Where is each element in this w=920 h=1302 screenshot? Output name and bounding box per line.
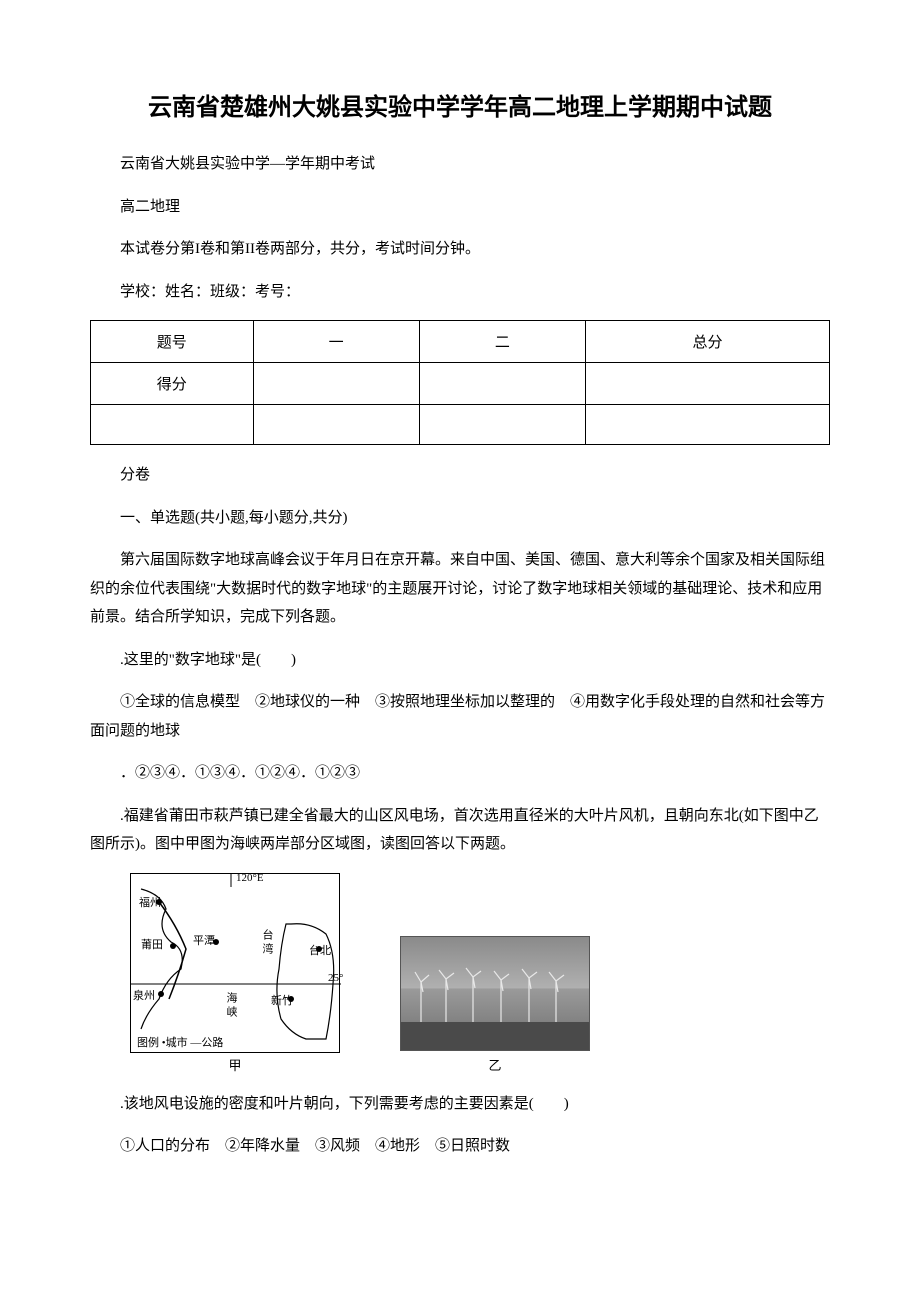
table-header-cell: 总分 bbox=[585, 321, 829, 363]
table-cell bbox=[91, 405, 254, 445]
longitude-label: 120°E bbox=[236, 872, 264, 884]
exam-school-year: 云南省大姚县实验中学—学年期中考试 bbox=[90, 150, 830, 179]
figure-container: 120°E 福州 莆田 泉州 平潭 台湾 海峡 新竹 台北 25° 图例 •城市… bbox=[130, 873, 830, 1074]
table-cell bbox=[419, 405, 585, 445]
student-info-fields: 学校：姓名：班级：考号： bbox=[90, 278, 830, 307]
table-cell bbox=[585, 405, 829, 445]
section-heading: 一、单选题(共小题,每小题分,共分) bbox=[90, 504, 830, 533]
map-svg bbox=[131, 874, 341, 1054]
latitude-label: 25° bbox=[328, 972, 343, 984]
table-cell: 得分 bbox=[91, 363, 254, 405]
table-row bbox=[91, 405, 830, 445]
score-table: 题号 一 二 总分 得分 bbox=[90, 320, 830, 445]
city-label: 台北 bbox=[309, 942, 331, 958]
exam-subject: 高二地理 bbox=[90, 193, 830, 222]
table-header-cell: 一 bbox=[253, 321, 419, 363]
question-choices: ①人口的分布 ②年降水量 ③风频 ④地形 ⑤日照时数 bbox=[90, 1132, 830, 1161]
figure-caption: 乙 bbox=[400, 1055, 590, 1074]
city-label: 泉州 bbox=[133, 987, 155, 1003]
table-header-cell: 题号 bbox=[91, 321, 254, 363]
question-stem: .该地风电设施的密度和叶片朝向，下列需要考虑的主要因素是( ) bbox=[90, 1090, 830, 1119]
city-label: 福州 bbox=[139, 894, 161, 910]
windfarm-wrapper: 乙 bbox=[400, 936, 590, 1074]
section-label: 分卷 bbox=[90, 461, 830, 490]
question-stem: .这里的"数字地球"是( ) bbox=[90, 646, 830, 675]
question-options: ．②③④．①③④．①②④．①②③ bbox=[90, 759, 830, 788]
document-title: 云南省楚雄州大姚县实验中学学年高二地理上学期期中试题 bbox=[90, 90, 830, 126]
windfarm-svg bbox=[401, 937, 590, 1051]
table-header-cell: 二 bbox=[419, 321, 585, 363]
city-label: 平潭 bbox=[193, 932, 215, 948]
city-label: 莆田 bbox=[141, 936, 163, 952]
table-cell bbox=[253, 363, 419, 405]
map-legend: 图例 •城市 —公路 bbox=[137, 1034, 223, 1050]
table-row: 得分 bbox=[91, 363, 830, 405]
question-intro: .福建省莆田市萩芦镇已建全省最大的山区风电场，首次选用直径米的大叶片风机，且朝向… bbox=[90, 802, 830, 859]
table-cell bbox=[585, 363, 829, 405]
region-label: 台湾 bbox=[259, 929, 275, 957]
city-label: 新竹 bbox=[271, 992, 293, 1008]
table-row: 题号 一 二 总分 bbox=[91, 321, 830, 363]
windfarm-photo bbox=[400, 936, 590, 1051]
figure-caption: 甲 bbox=[130, 1055, 340, 1074]
table-cell bbox=[419, 363, 585, 405]
exam-info: 本试卷分第I卷和第II卷两部分，共分，考试时间分钟。 bbox=[90, 235, 830, 264]
table-cell bbox=[253, 405, 419, 445]
question-intro: 第六届国际数字地球高峰会议于年月日在京开幕。来自中国、美国、德国、意大利等余个国… bbox=[90, 546, 830, 632]
question-choices: ①全球的信息模型 ②地球仪的一种 ③按照地理坐标加以整理的 ④用数字化手段处理的… bbox=[90, 688, 830, 745]
map-jia: 120°E 福州 莆田 泉州 平潭 台湾 海峡 新竹 台北 25° 图例 •城市… bbox=[130, 873, 340, 1053]
map-wrapper: 120°E 福州 莆田 泉州 平潭 台湾 海峡 新竹 台北 25° 图例 •城市… bbox=[130, 873, 340, 1074]
region-label: 海峡 bbox=[223, 992, 239, 1020]
